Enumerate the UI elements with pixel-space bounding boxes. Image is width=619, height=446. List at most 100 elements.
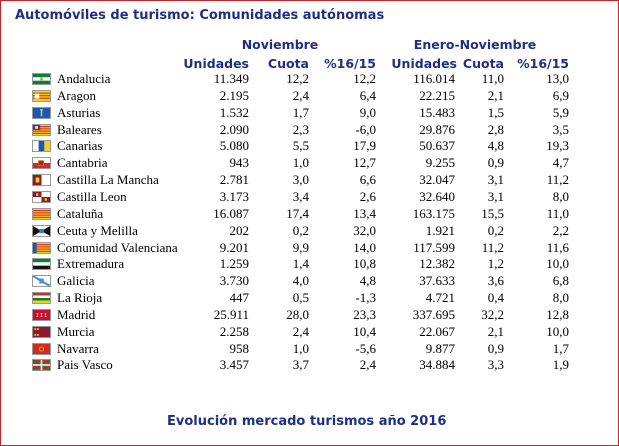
group-header-noviembre: Noviembre: [241, 37, 319, 52]
table-row: Ceuta y Melilla 202 0,2 32,0 1.921 0,2 2,2: [1, 223, 618, 240]
page-title: Automóviles de turismo: Comunidades autó…: [15, 8, 385, 23]
region-name: Cataluña: [57, 205, 104, 221]
cell-nov-cuota: 2,4: [292, 87, 309, 103]
cell-en-var: 12,8: [546, 306, 569, 322]
cell-nov-unidades: 447: [229, 290, 250, 306]
cell-nov-var: 2,6: [359, 188, 376, 204]
cell-nov-var: 32,0: [353, 222, 376, 238]
cell-nov-unidades: 958: [229, 340, 250, 356]
cell-nov-unidades: 943: [229, 155, 250, 171]
ceuta-melilla-flag-icon: [32, 224, 51, 237]
table-row: Comunidad Valenciana 9.201 9,9 14,0 117.599 1…: [1, 240, 618, 257]
cell-nov-unidades: 2.258: [219, 323, 249, 339]
region-name: Pais Vasco: [57, 357, 113, 373]
cell-en-var: 6,8: [552, 273, 569, 289]
table-row: Castilla Leon 3.173 3,4 2,6 32.640 3,1 8,0: [1, 189, 618, 206]
table-row: Aragon 2.195 2,4 6,4 22.215 2,1 6,9: [1, 88, 618, 105]
cell-en-unidades: 50.637: [419, 138, 455, 154]
cell-nov-cuota: 12,2: [286, 71, 309, 86]
cell-nov-var: 12,2: [353, 71, 376, 86]
cell-en-var: 11,2: [546, 172, 569, 188]
cell-nov-unidades: 3.173: [219, 188, 249, 204]
cell-nov-var: 23,3: [353, 306, 376, 322]
col-header-en-var: %16/15: [517, 56, 569, 71]
cell-nov-cuota: 3,7: [292, 357, 309, 373]
cell-nov-cuota: 0,2: [292, 222, 309, 238]
baleares-flag-icon: [32, 123, 51, 136]
region-name: Comunidad Valenciana: [57, 239, 178, 255]
cell-nov-var: 10,4: [353, 323, 376, 339]
cell-en-unidades: 29.876: [419, 121, 455, 137]
cell-en-cuota: 11,0: [481, 71, 504, 86]
andalucia-flag-icon: [32, 73, 51, 85]
table-row: Asturias 1.532 1,7 9,0 15.483 1,5 5,9: [1, 105, 618, 122]
cell-nov-var: 4,8: [359, 273, 376, 289]
cell-nov-var: -6,0: [355, 121, 376, 137]
cell-en-unidades: 32.047: [419, 172, 455, 188]
cell-nov-var: 17,9: [353, 138, 376, 154]
cell-en-unidades: 15.483: [419, 104, 455, 120]
group-header-enero-noviembre: Enero-Noviembre: [413, 37, 537, 52]
cell-en-cuota: 2,1: [487, 323, 504, 339]
region-name: Canarias: [57, 138, 103, 154]
cell-en-cuota: 4,8: [487, 138, 504, 154]
cell-nov-var: 13,4: [353, 205, 376, 221]
region-name: Castilla Leon: [57, 188, 127, 204]
cell-en-cuota: 1,2: [487, 256, 504, 272]
col-header-nov-var: %16/15: [324, 56, 376, 71]
cell-en-unidades: 117.599: [413, 239, 455, 255]
cell-en-unidades: 163.175: [412, 205, 455, 221]
cell-en-cuota: 0,9: [487, 340, 504, 356]
cell-en-var: 13,0: [546, 71, 569, 86]
cell-nov-unidades: 2.090: [219, 121, 249, 137]
region-name: Baleares: [57, 121, 102, 137]
cell-nov-unidades: 9.201: [219, 239, 249, 255]
cell-en-unidades: 34.884: [419, 357, 455, 373]
valenciana-flag-icon: [32, 241, 51, 254]
region-name: Madrid: [57, 306, 96, 322]
cell-en-var: 11,6: [546, 239, 569, 255]
cell-nov-var: 6,6: [359, 172, 376, 188]
cell-nov-var: 12,7: [353, 155, 376, 171]
cell-nov-unidades: 5.080: [219, 138, 249, 154]
cell-nov-unidades: 25.911: [213, 306, 249, 322]
cell-en-var: 2,2: [552, 222, 569, 238]
col-header-en-cuota: Cuota: [462, 56, 504, 71]
region-name: Extremadura: [57, 256, 125, 272]
pais-vasco-flag-icon: [32, 359, 51, 372]
cell-nov-cuota: 1,0: [292, 155, 309, 171]
table-row: Canarias 5.080 5,5 17,9 50.637 4,8 19,3: [1, 138, 618, 155]
cell-nov-unidades: 3.457: [219, 357, 249, 373]
region-name: Castilla La Mancha: [57, 172, 159, 188]
region-name: Galicia: [57, 273, 95, 289]
cell-en-cuota: 3,1: [487, 172, 504, 188]
cell-en-cuota: 0,4: [487, 290, 504, 306]
cantabria-flag-icon: [32, 157, 51, 170]
cell-nov-var: -1,3: [355, 290, 376, 306]
col-header-en-unidades: Unidades: [391, 56, 457, 71]
cell-nov-unidades: 2.781: [219, 172, 249, 188]
cell-en-cuota: 15,5: [481, 205, 504, 221]
table-row: Madrid 25.911 28,0 23,3 337.695 32,2 12,8: [1, 307, 618, 324]
cell-en-unidades: 37.633: [419, 273, 455, 289]
cell-en-cuota: 0,9: [487, 155, 504, 171]
cell-en-cuota: 11,2: [481, 239, 504, 255]
table-row: La Rioja 447 0,5 -1,3 4.721 0,4 8,0: [1, 290, 618, 307]
cataluna-flag-icon: [32, 207, 51, 220]
table-row: Cataluña 16.087 17,4 13,4 163.175 15,5 11,0: [1, 206, 618, 223]
cell-nov-unidades: 3.730: [219, 273, 249, 289]
cell-nov-unidades: 2.195: [219, 87, 249, 103]
table-row: Galicia 3.730 4,0 4,8 37.633 3,6 6,8: [1, 273, 618, 290]
cell-en-unidades: 9.877: [425, 340, 455, 356]
cell-en-cuota: 0,2: [487, 222, 504, 238]
cell-en-cuota: 3,3: [487, 357, 504, 373]
table-row: Pais Vasco 3.457 3,7 2,4 34.884 3,3 1,9: [1, 357, 618, 374]
cell-en-unidades: 116.014: [413, 71, 455, 86]
cell-en-unidades: 12.382: [419, 256, 455, 272]
cell-en-unidades: 337.695: [412, 306, 455, 322]
cell-nov-cuota: 5,5: [292, 138, 309, 154]
cell-nov-unidades: 1.532: [219, 104, 249, 120]
cell-nov-unidades: 11.349: [213, 71, 249, 86]
asturias-flag-icon: [32, 106, 51, 119]
